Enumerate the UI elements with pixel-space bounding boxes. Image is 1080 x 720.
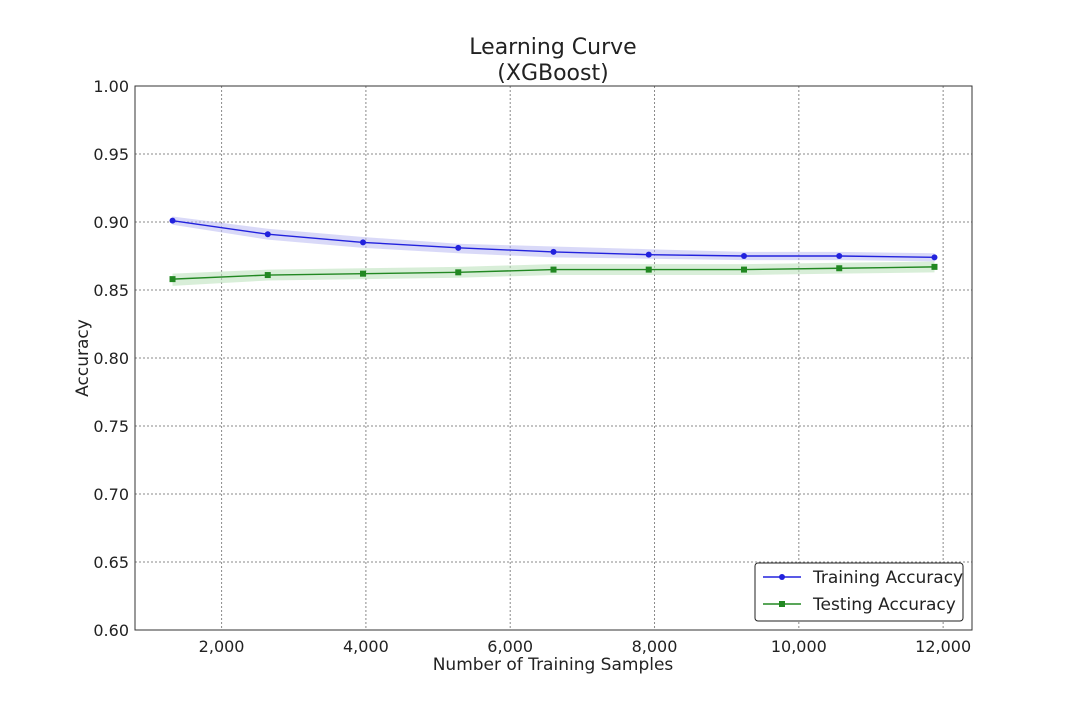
legend-marker-testing: [779, 601, 785, 607]
y-tick-label: 0.75: [93, 417, 129, 436]
data-point: [169, 217, 176, 224]
y-tick-label: 0.95: [93, 145, 129, 164]
series-markers: [169, 217, 938, 283]
legend-label-training: Training Accuracy: [812, 568, 963, 588]
x-tick-label: 10,000: [771, 637, 827, 656]
y-tick-label: 0.70: [93, 485, 129, 504]
data-point: [550, 266, 557, 273]
grid: [135, 85, 972, 631]
y-tick-label: 0.80: [93, 349, 129, 368]
y-tick-label: 0.90: [93, 213, 129, 232]
data-point: [645, 266, 652, 273]
confidence-band-1: [172, 261, 935, 286]
data-point: [931, 254, 938, 261]
data-point: [740, 253, 747, 259]
y-tick-label: 0.60: [93, 621, 129, 640]
x-tick-label: 12,000: [915, 637, 971, 656]
data-point: [264, 231, 271, 238]
data-point: [836, 265, 843, 272]
y-tick-label: 0.85: [93, 281, 129, 300]
x-tick-label: 4,000: [343, 637, 389, 656]
legend-marker-training: [779, 574, 785, 580]
legend: Training Accuracy Testing Accuracy: [754, 562, 964, 622]
x-tick-label: 8,000: [632, 637, 678, 656]
y-tick-labels: 0.60 0.65 0.70 0.75 0.80 0.85 0.90 0.95 1.00: [93, 77, 129, 640]
chart-subtitle: (XGBoost): [497, 61, 608, 86]
data-point: [455, 244, 462, 251]
x-axis-title: Number of Training Samples: [433, 655, 674, 675]
chart-title: Learning Curve: [469, 35, 636, 60]
x-tick-label: 6,000: [487, 637, 533, 656]
legend-box: [754, 562, 964, 622]
x-tick-label: 2,000: [199, 637, 245, 656]
data-point: [740, 266, 747, 273]
data-point: [836, 253, 843, 259]
data-point: [264, 272, 271, 279]
data-point: [360, 270, 367, 277]
y-axis-title: Accuracy: [73, 319, 93, 397]
y-tick-label: 1.00: [93, 77, 129, 96]
y-tick-label: 0.65: [93, 553, 129, 572]
plot-frame: [134, 85, 973, 631]
data-point: [169, 276, 176, 283]
data-point: [455, 269, 462, 276]
data-point: [360, 239, 367, 246]
data-point: [931, 263, 938, 270]
data-point: [645, 251, 652, 258]
legend-label-testing: Testing Accuracy: [812, 595, 956, 615]
x-tick-labels: 2,000 4,000 6,000 8,000 10,000 12,000: [199, 637, 971, 656]
data-point: [550, 248, 557, 255]
